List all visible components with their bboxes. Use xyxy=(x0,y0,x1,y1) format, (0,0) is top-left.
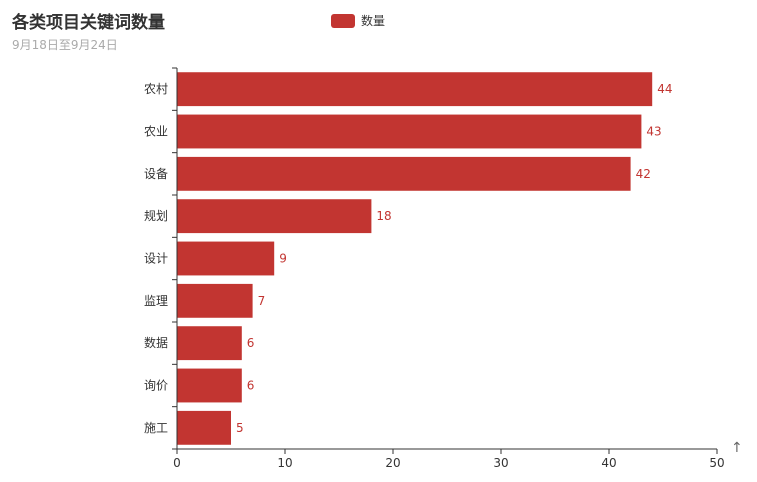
y-tick-label-5: 监理 xyxy=(144,294,168,308)
x-tick-label-5: 50 xyxy=(709,456,724,470)
bars-layer: 44 43 42 18 9 7 6 6 5 xyxy=(177,72,672,445)
bar-3 xyxy=(177,199,372,234)
value-label-6: 6 xyxy=(247,336,255,350)
y-tick-label-7: 询价 xyxy=(144,379,168,393)
legend[interactable]: 数量 xyxy=(331,12,385,29)
bar-1 xyxy=(177,114,642,149)
value-label-1: 43 xyxy=(646,125,661,139)
x-tick-label-3: 30 xyxy=(493,456,508,470)
bar-8 xyxy=(177,410,231,445)
y-tick-label-3: 规划 xyxy=(144,208,168,223)
chart-subtitle: 9月18日至9月24日 xyxy=(12,38,118,52)
x-tick-label-0: 0 xyxy=(173,456,181,470)
bar-7 xyxy=(177,368,242,403)
y-tick-label-8: 施工 xyxy=(144,421,168,435)
y-tick-label-0: 农村 xyxy=(144,82,168,96)
bar-4 xyxy=(177,241,275,276)
legend-swatch xyxy=(331,13,355,28)
y-tick-label-4: 设计 xyxy=(144,252,168,266)
legend-label: 数量 xyxy=(361,14,386,28)
y-tick-label-1: 农业 xyxy=(144,125,168,139)
arrow-up-icon[interactable]: ↑ xyxy=(731,440,743,456)
x-tick-label-2: 20 xyxy=(385,456,400,470)
value-label-7: 6 xyxy=(247,379,255,393)
y-tick-label-6: 数据 xyxy=(144,335,168,350)
x-tick-label-4: 40 xyxy=(601,456,616,470)
bar-6 xyxy=(177,326,242,361)
value-label-2: 42 xyxy=(636,167,651,181)
bar-5 xyxy=(177,283,253,318)
x-tick-label-1: 10 xyxy=(277,456,292,470)
y-tick-label-2: 设备 xyxy=(144,167,168,181)
bar-2 xyxy=(177,156,631,191)
value-label-8: 5 xyxy=(236,421,244,435)
value-label-5: 7 xyxy=(258,294,266,308)
bar-0 xyxy=(177,72,653,107)
value-label-4: 9 xyxy=(279,252,287,266)
value-label-0: 44 xyxy=(657,82,672,96)
chart-title: 各类项目关键词数量 xyxy=(12,13,165,33)
value-label-3: 18 xyxy=(376,209,391,223)
